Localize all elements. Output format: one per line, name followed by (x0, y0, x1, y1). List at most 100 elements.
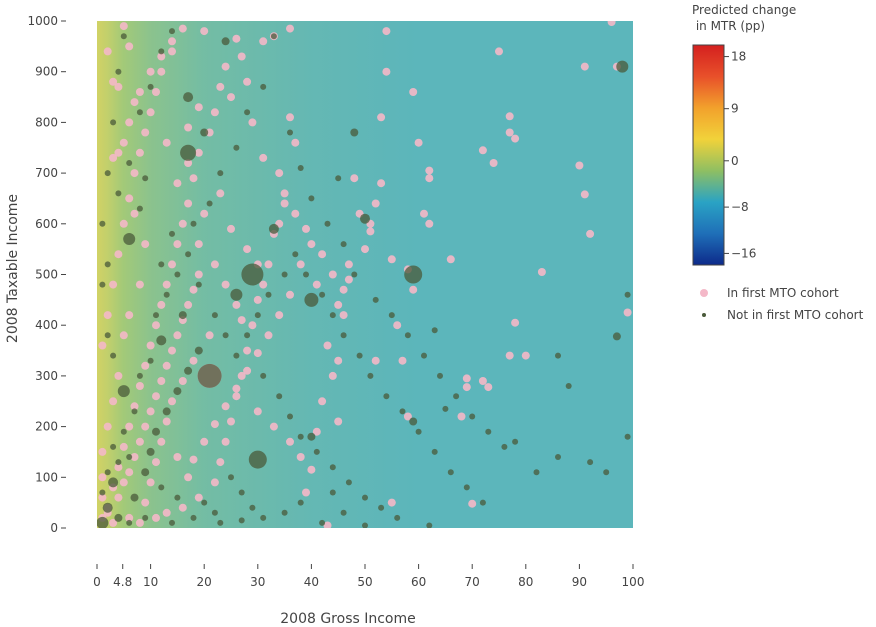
point-in-cohort (425, 166, 434, 175)
point-in-cohort (505, 128, 514, 137)
point-in-cohort (141, 361, 150, 370)
point-not-in-cohort (555, 454, 561, 460)
point-in-cohort (275, 169, 284, 178)
point-in-cohort (125, 468, 134, 477)
point-not-in-cohort (340, 509, 347, 516)
point-not-in-cohort (254, 312, 261, 319)
x-tick-label: 20 (197, 575, 212, 589)
colorbar-tick-label: −16 (731, 246, 756, 260)
point-not-in-cohort (104, 469, 111, 476)
point-in-cohort (259, 37, 268, 46)
point-not-in-cohort (238, 517, 245, 524)
point-not-in-cohort (136, 109, 143, 116)
point-in-cohort (323, 341, 332, 350)
point-in-cohort (221, 402, 230, 411)
point-not-in-cohort (99, 489, 106, 496)
point-not-in-cohort (230, 288, 243, 301)
point-not-in-cohort (195, 281, 202, 288)
point-not-in-cohort (142, 175, 149, 182)
point-not-in-cohort (126, 160, 133, 166)
point-in-cohort (119, 331, 128, 340)
point-in-cohort (221, 437, 230, 446)
point-in-cohort (184, 300, 193, 309)
point-in-cohort (157, 377, 166, 385)
point-not-in-cohort (479, 499, 486, 506)
point-in-cohort (286, 24, 294, 33)
x-tick-label: 10 (143, 575, 158, 589)
point-not-in-cohort (228, 474, 234, 481)
y-tick-label: 100 (35, 470, 58, 484)
point-in-cohort (109, 153, 118, 162)
x-tick-label: 100 (622, 575, 645, 589)
point-not-in-cohort (222, 332, 229, 339)
point-not-in-cohort (241, 263, 264, 286)
point-in-cohort (371, 356, 380, 365)
point-not-in-cohort (356, 352, 363, 359)
point-not-in-cohort (265, 291, 272, 298)
point-in-cohort (478, 146, 487, 155)
point-not-in-cohort (110, 352, 117, 359)
point-in-cohort (237, 371, 246, 380)
point-in-cohort (178, 219, 187, 228)
point-in-cohort (248, 321, 257, 330)
point-in-cohort (135, 148, 144, 157)
point-not-in-cohort (329, 464, 336, 471)
point-in-cohort (98, 341, 107, 350)
point-in-cohort (580, 62, 589, 71)
point-not-in-cohort (136, 205, 143, 212)
x-tick-label: 50 (357, 575, 372, 589)
colorbar-tick-label: 18 (731, 50, 746, 64)
point-not-in-cohort (244, 332, 251, 339)
point-in-cohort (173, 179, 182, 188)
point-in-cohort (178, 503, 187, 512)
point-in-cohort (135, 518, 144, 527)
point-in-cohort (264, 260, 273, 269)
point-in-cohort (103, 311, 112, 320)
point-in-cohort (286, 437, 294, 446)
point-in-cohort (409, 285, 418, 294)
point-not-in-cohort (244, 109, 251, 116)
point-in-cohort (173, 453, 182, 461)
point-in-cohort (146, 67, 155, 76)
point-not-in-cohort (362, 522, 368, 528)
point-not-in-cohort (201, 499, 208, 506)
point-not-in-cohort (453, 393, 460, 400)
point-not-in-cohort (136, 372, 143, 379)
point-not-in-cohort (97, 516, 109, 528)
point-in-cohort (157, 52, 166, 61)
point-not-in-cohort (276, 393, 283, 400)
point-in-cohort (162, 361, 171, 370)
point-not-in-cohort (153, 312, 159, 319)
point-not-in-cohort (367, 372, 374, 379)
point-in-cohort (377, 179, 386, 188)
point-not-in-cohort (469, 413, 476, 420)
point-not-in-cohort (117, 385, 130, 398)
point-in-cohort (146, 478, 155, 487)
point-in-cohort (200, 209, 209, 218)
point-not-in-cohort (287, 413, 293, 420)
legend-label-not-in-cohort: Not in first MTO cohort (727, 308, 864, 322)
point-not-in-cohort (146, 447, 155, 456)
point-not-in-cohort (249, 504, 256, 511)
point-not-in-cohort (292, 251, 299, 258)
point-in-cohort (296, 453, 305, 461)
point-not-in-cohort (437, 372, 443, 379)
point-not-in-cohort (142, 514, 149, 521)
legend-marker-in-cohort (700, 289, 708, 297)
point-in-cohort (152, 392, 160, 401)
point-in-cohort (387, 498, 396, 507)
point-not-in-cohort (115, 190, 122, 197)
colorbar-title-line1: Predicted change (692, 3, 796, 17)
point-not-in-cohort (233, 144, 240, 151)
point-in-cohort (302, 224, 310, 233)
point-not-in-cohort (156, 335, 167, 346)
point-in-cohort (146, 341, 155, 350)
point-not-in-cohort (297, 433, 304, 440)
point-in-cohort (125, 42, 134, 51)
point-not-in-cohort (303, 271, 309, 278)
x-tick-label: 90 (572, 575, 587, 589)
point-not-in-cohort (447, 469, 454, 476)
point-in-cohort (162, 138, 171, 147)
point-in-cohort (307, 465, 316, 474)
